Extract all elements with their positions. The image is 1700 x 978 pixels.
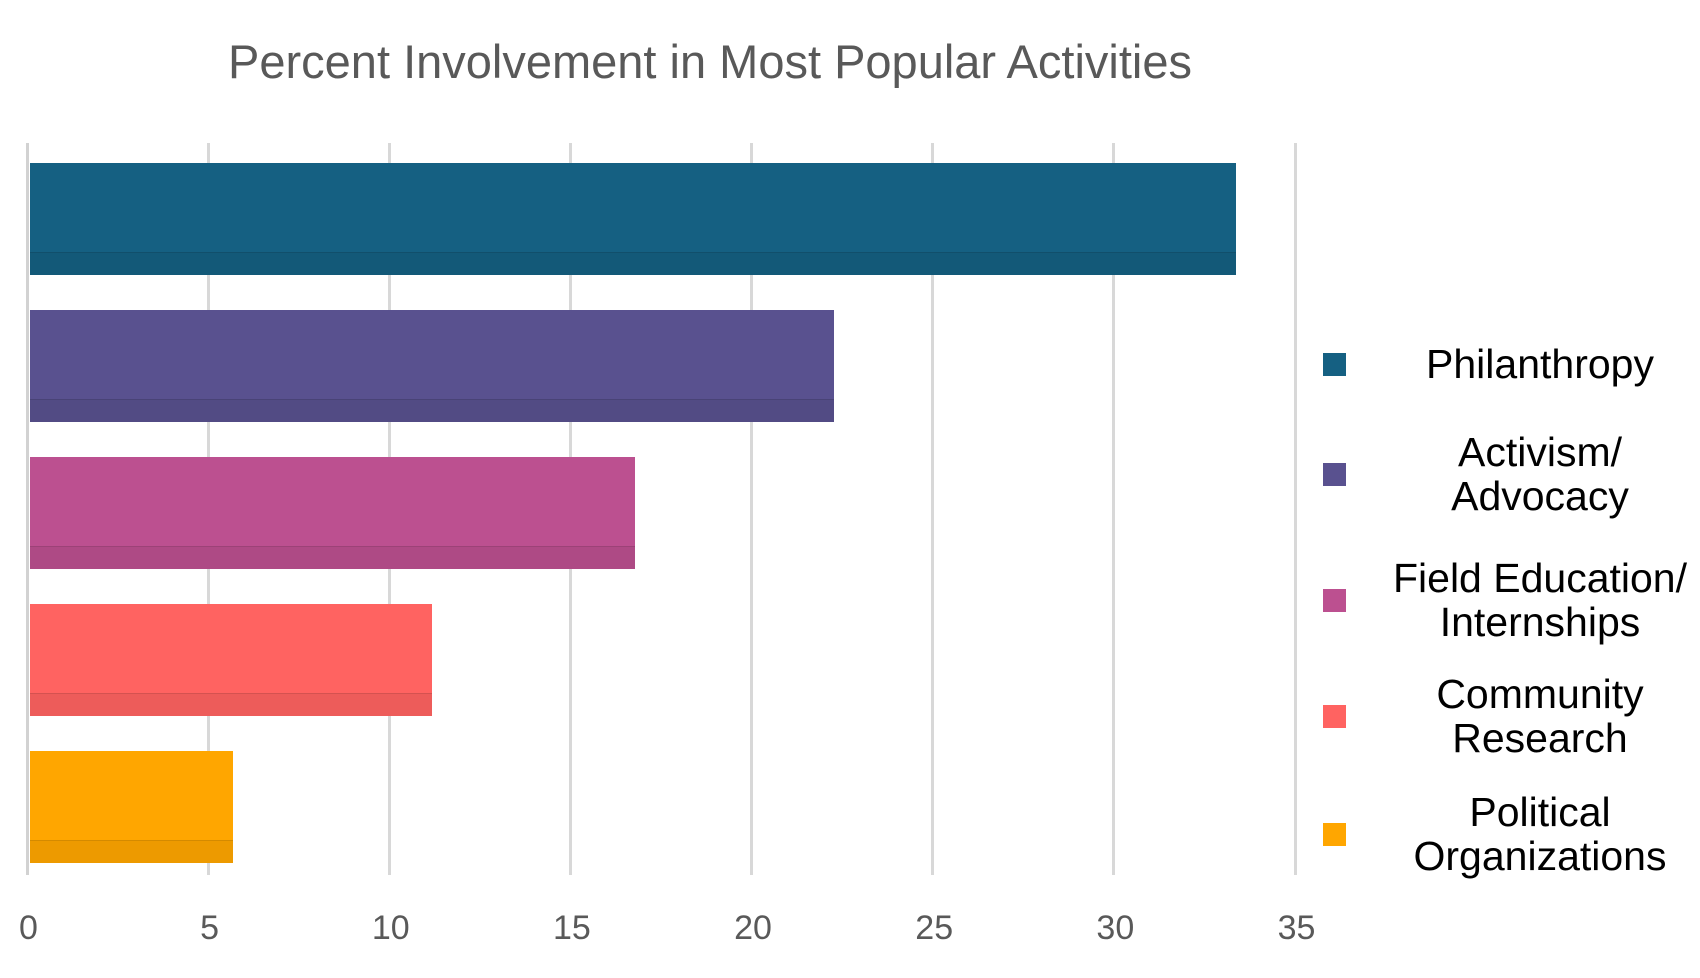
bar-philanthropy [30,163,1237,275]
bar-community-research [30,604,433,716]
x-gridline-20 [750,143,754,875]
y-axis-line [25,143,29,875]
chart-title: Percent Involvement in Most Popular Acti… [228,35,1192,88]
legend-swatch-philanthropy [1323,352,1346,376]
x-gridline-30 [1112,143,1116,875]
legend-swatch-activism-advocacy [1323,462,1346,486]
legend-swatch-community-research [1323,704,1346,728]
x-axis-tick-label-0: 0 [19,909,38,947]
x-gridline-35 [1293,143,1297,875]
x-axis-tick-label-25: 25 [915,909,954,947]
legend-label-philanthropy: Philanthropy [1426,341,1654,387]
legend-swatch-field-education-internships [1323,588,1346,612]
x-axis-tick-label-35: 35 [1277,909,1316,947]
legend-item-philanthropy: Philanthropy [1323,342,1700,386]
x-axis-tick-label-10: 10 [371,909,410,947]
legend-swatch-political-organizations [1323,822,1346,846]
legend-label-community-research: Community Research [1436,671,1644,761]
legend-label-political-organizations: Political Organizations [1413,789,1667,879]
legend-label-field-education-internships: Field Education/ Internships [1392,555,1687,645]
x-axis-tick-label-30: 30 [1096,909,1135,947]
x-gridline-25 [931,143,935,875]
bar-field-education-internships [30,457,636,569]
legend-label-activism-advocacy: Activism/ Advocacy [1451,429,1629,519]
legend-item-field-education-internships: Field Education/ Internships [1323,556,1700,644]
legend-item-political-organizations: Political Organizations [1323,790,1700,878]
x-axis-tick-label-20: 20 [734,909,772,947]
x-axis-tick-label-5: 5 [200,909,220,947]
x-axis-tick-label-15: 15 [553,909,591,947]
legend-item-community-research: Community Research [1323,672,1700,760]
bar-political-organizations [30,751,233,863]
bar-activism-advocacy [30,310,835,422]
legend-item-activism-advocacy: Activism/ Advocacy [1323,430,1700,518]
